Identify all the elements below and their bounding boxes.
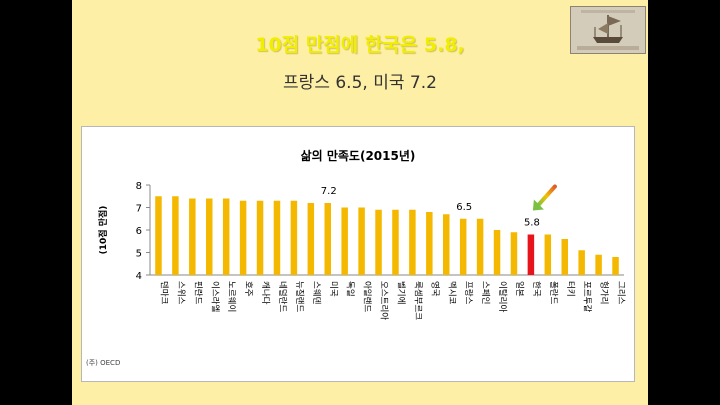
- category-label: 뉴질랜드: [294, 281, 305, 312]
- bar-프랑스: [459, 218, 467, 275]
- category-label: 호주: [243, 281, 253, 297]
- category-label: 프랑스: [463, 281, 474, 305]
- category-label: 아일랜드: [362, 281, 373, 312]
- category-label: 이탈리아: [497, 281, 508, 312]
- category-label: 스웨덴: [311, 281, 322, 305]
- category-label: 네덜란드: [277, 281, 288, 312]
- headline-line2: 프랑스 6.5, 미국 7.2: [283, 73, 437, 93]
- chart-title: 삶의 만족도(2015년): [300, 149, 416, 163]
- category-label: 일본: [514, 281, 524, 297]
- logo-image: [570, 6, 646, 54]
- bar-아일랜드: [358, 207, 365, 275]
- bar-뉴질랜드: [290, 200, 298, 275]
- arrow-head-icon: [532, 199, 544, 211]
- bar-호주: [239, 200, 247, 275]
- bar-오스트리아: [375, 209, 382, 275]
- category-label: 노르웨이: [226, 281, 237, 312]
- slide: 10점 만점에 한국은 5.8, 프랑스 6.5, 미국 7.2 삶의 만족도(…: [72, 0, 648, 405]
- bar-헝가리: [595, 254, 602, 275]
- y-tick-label: 4: [136, 271, 142, 282]
- bar-멕시코: [443, 214, 450, 275]
- category-label: 포르투갈: [582, 281, 592, 312]
- category-label: 영국: [429, 281, 440, 297]
- category-label: 미국: [328, 281, 338, 297]
- category-label: 폴란드: [548, 281, 559, 305]
- bar-그리스: [612, 257, 619, 275]
- category-label: 캐나다: [260, 281, 270, 305]
- category-label: 터키: [565, 281, 575, 297]
- headline-line1: 10점 만점에 한국은 5.8,: [255, 34, 465, 56]
- bar-폴란드: [544, 234, 552, 275]
- bar-터키: [561, 239, 568, 275]
- bar-미국: [324, 203, 331, 275]
- category-label: 멕시코: [446, 281, 457, 305]
- bar-캐나다: [256, 200, 264, 275]
- category-label: 이스라엘: [209, 281, 220, 312]
- chart-panel: 삶의 만족도(2015년) 4 5 6 7 8 (10점 만점) 덴마크 스위스 핀란드 이스라엘…: [81, 126, 635, 382]
- arrow-shaft: [535, 184, 557, 208]
- bar-룩셈부르크: [409, 209, 416, 275]
- bar-일본: [510, 232, 518, 275]
- source-note: (주) OECD: [86, 359, 121, 367]
- category-label: 덴마크: [158, 281, 168, 305]
- category-label: 헝가리: [599, 281, 609, 304]
- category-label: 핀란드: [192, 281, 203, 305]
- bar-네덜란드: [273, 200, 281, 275]
- category-label: 스페인: [480, 281, 491, 304]
- category-label: 독일: [345, 281, 355, 297]
- y-tick-label: 8: [136, 181, 142, 192]
- bar-이스라엘: [206, 198, 213, 275]
- bar-한국: [527, 234, 535, 275]
- category-label: 오스트리아: [379, 281, 390, 320]
- bar-노르웨이: [222, 198, 230, 275]
- category-label: 그리스: [616, 281, 626, 305]
- category-label: 스위스: [175, 281, 185, 305]
- category-label: 벨기에: [395, 281, 406, 304]
- y-tick-label: 6: [136, 226, 142, 237]
- bar-chart: 4 5 6 7 8 (10점 만점) 덴마크 스위스 핀란드 이스라엘 노르웨이 호주 캐나다 네덜란드 뉴…: [97, 181, 626, 320]
- data-label-미국: 7.2: [321, 186, 337, 197]
- logo-ship-icon: [571, 7, 645, 53]
- bar-독일: [341, 207, 348, 275]
- bar-핀란드: [189, 198, 196, 275]
- data-label-프랑스: 6.5: [456, 202, 472, 213]
- data-label-한국: 5.8: [524, 218, 540, 229]
- bar-스위스: [172, 196, 179, 275]
- bar-영국: [426, 212, 433, 275]
- y-tick-label: 5: [136, 249, 142, 260]
- y-tick-label: 7: [136, 204, 142, 215]
- bar-스페인: [476, 218, 484, 275]
- bar-벨기에: [392, 209, 399, 275]
- bar-포르투갈: [578, 250, 585, 275]
- bar-덴마크: [155, 196, 162, 275]
- y-axis-label: (10점 만점): [97, 206, 109, 255]
- category-label: 한국: [531, 281, 541, 297]
- bar-스웨덴: [307, 203, 315, 275]
- bar-이탈리아: [493, 230, 501, 275]
- category-label: 룩셈부르크: [412, 281, 422, 320]
